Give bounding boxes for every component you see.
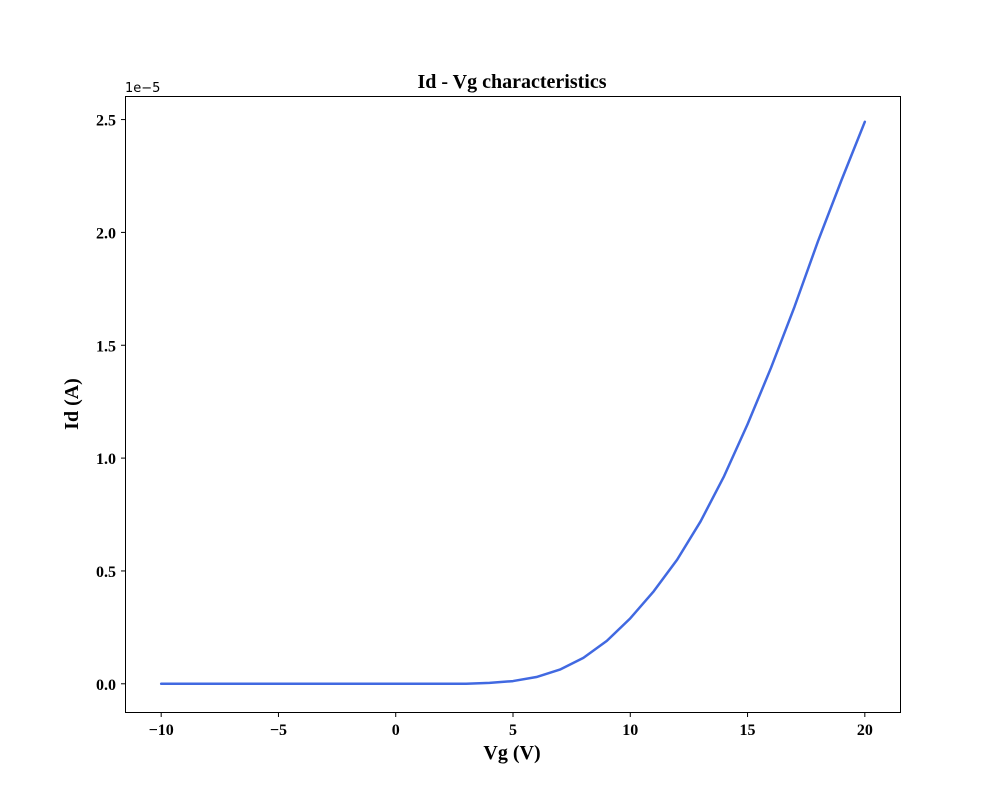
y-tick-label: 1.5: [96, 338, 116, 355]
x-tick-label: −5: [270, 722, 287, 739]
x-tick-label: 15: [740, 722, 756, 739]
y-axis-label: Id (A): [61, 378, 83, 430]
x-axis-label: Vg (V): [483, 742, 540, 764]
x-tick-label: 0: [392, 722, 400, 739]
y-tick-label: 2.0: [96, 225, 116, 242]
axis-ticks: −10 −5 0 5 10 15 20 0.0 0.5 1.0 1.5 2.0 2.5: [96, 113, 873, 739]
y-tick-label: 0.5: [96, 564, 116, 581]
series-lines: [159, 120, 867, 686]
x-tick-label: −10: [149, 722, 174, 739]
x-tick-label: 10: [622, 722, 638, 739]
x-tick-label: 5: [509, 722, 517, 739]
plot-frame: [125, 96, 901, 713]
y-tick-label: 2.5: [96, 113, 116, 130]
x-tick-label: 20: [857, 722, 873, 739]
y-tick-label: 0.0: [96, 677, 116, 694]
y-tick-label: 1.0: [96, 451, 116, 468]
chart-title: Id - Vg characteristics: [417, 71, 606, 93]
series-line: [159, 120, 867, 686]
y-axis-offset-label: 1e−5: [125, 81, 160, 96]
